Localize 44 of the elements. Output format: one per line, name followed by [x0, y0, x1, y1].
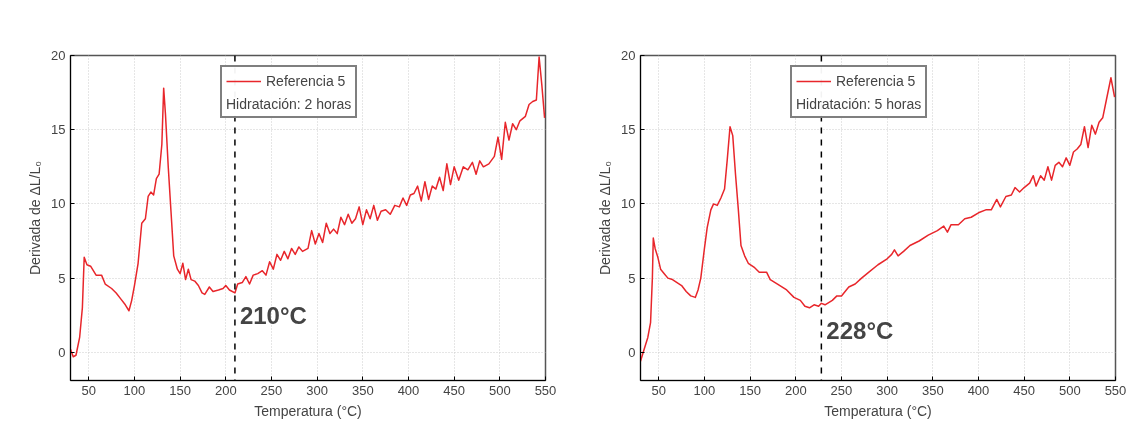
- x-tick-label: 150: [739, 382, 761, 398]
- x-tick-label: 50: [651, 382, 667, 398]
- legend-title: Hidratación: 5 horas: [796, 96, 922, 112]
- y-tick-label: 20: [51, 48, 66, 63]
- legend-label: Referencia 5: [836, 73, 916, 89]
- y-tick-label: 10: [621, 196, 636, 212]
- x-tick-label: 400: [967, 382, 990, 398]
- y-axis-title: Derivada de ΔL/L₀: [27, 160, 44, 275]
- y-tick-label: 10: [51, 196, 66, 212]
- x-tick-label: 100: [693, 382, 716, 398]
- y-tick-label: 5: [58, 270, 66, 286]
- x-tick-label: 550: [1104, 382, 1127, 398]
- x-tick-label: 100: [123, 382, 146, 398]
- line-series: [640, 77, 1116, 362]
- y-axis-title: Derivada de ΔL/L₀: [597, 160, 614, 275]
- line-series: [70, 56, 546, 358]
- y-tick-label: 20: [621, 48, 636, 63]
- legend-title: Hidratación: 2 horas: [226, 96, 352, 112]
- legend-label: Referencia 5: [266, 73, 346, 89]
- y-tick-label: 15: [621, 122, 636, 138]
- x-tick-label: 550: [534, 382, 557, 398]
- y-tick-label: 0: [58, 344, 66, 360]
- x-tick-label: 300: [306, 382, 328, 398]
- y-tick-label: 15: [51, 122, 66, 138]
- x-tick-label: 150: [169, 382, 191, 398]
- x-tick-label: 200: [784, 382, 807, 398]
- x-tick-label: 500: [488, 382, 511, 398]
- x-tick-label: 300: [876, 382, 898, 398]
- x-tick-label: 250: [830, 382, 853, 398]
- x-tick-label: 450: [1013, 382, 1036, 398]
- x-tick-label: 400: [397, 382, 420, 398]
- x-tick-label: 350: [351, 382, 374, 398]
- y-tick-label: 0: [628, 344, 636, 360]
- y-tick-label: 5: [628, 270, 636, 286]
- x-tick-label: 200: [214, 382, 237, 398]
- annotation: 228°C: [826, 316, 894, 344]
- x-tick-label: 500: [1058, 382, 1081, 398]
- annotation: 210°C: [239, 301, 307, 329]
- x-axis-title: Temperatura (°C): [824, 402, 932, 419]
- x-tick-label: 450: [443, 382, 466, 398]
- x-tick-label: 350: [921, 382, 944, 398]
- x-tick-label: 50: [81, 382, 97, 398]
- x-tick-label: 250: [260, 382, 283, 398]
- x-axis-title: Temperatura (°C): [254, 402, 362, 419]
